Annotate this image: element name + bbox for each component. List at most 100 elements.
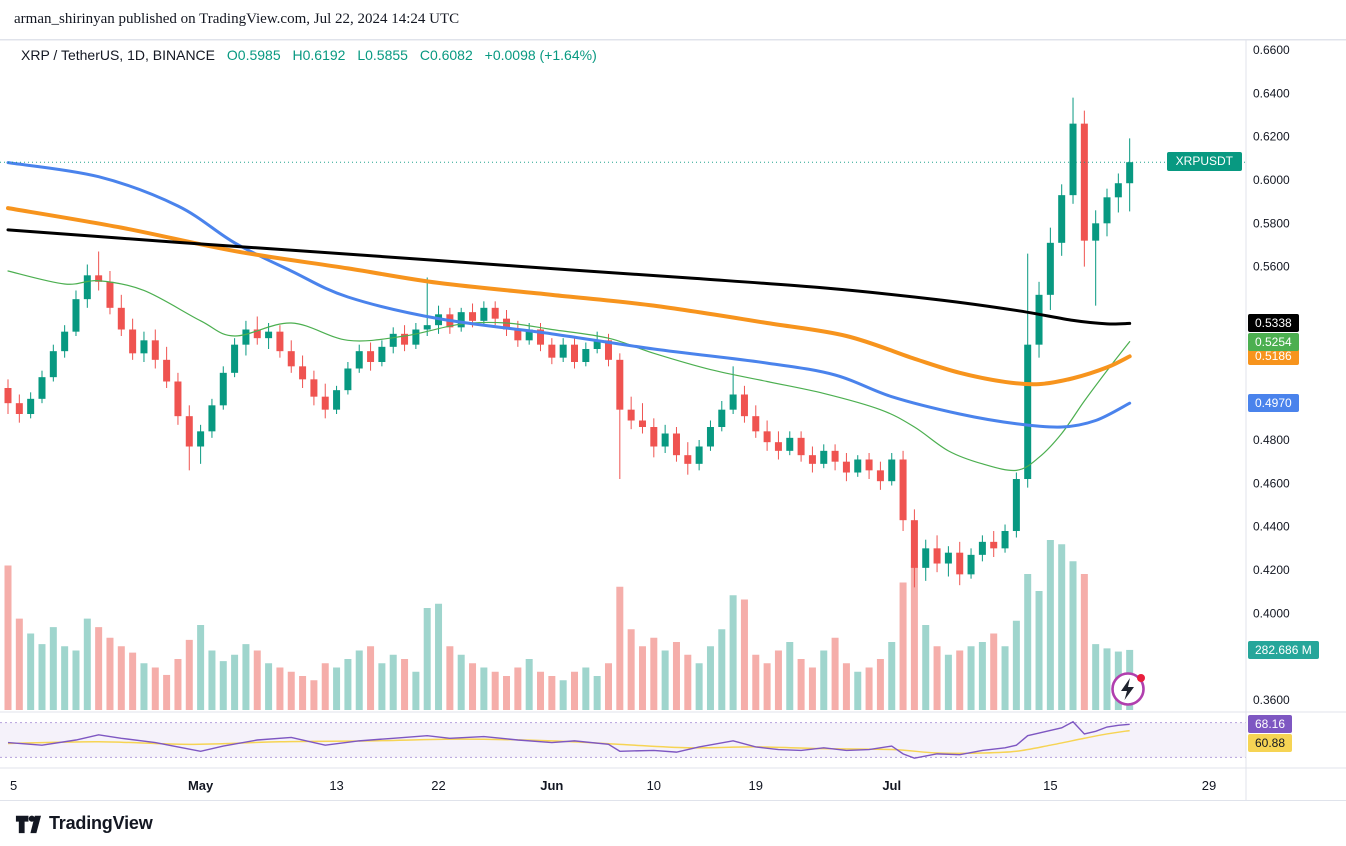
candle-body: [265, 331, 273, 339]
ohlc-low: L0.5855: [357, 47, 408, 63]
volume-bar: [514, 667, 522, 710]
price-axis-label: 0.6000: [1253, 173, 1290, 187]
volume-bar: [774, 650, 782, 710]
volume-bar: [140, 663, 148, 710]
volume-bar: [174, 659, 182, 710]
volume-bar: [355, 650, 363, 710]
volume-bar: [106, 637, 114, 710]
symbol-price-label: XRPUSDT: [1166, 152, 1242, 172]
volume-bar: [389, 654, 397, 710]
volume-bar: [208, 650, 216, 710]
volume-bar: [197, 625, 205, 710]
volume-bar: [15, 618, 23, 710]
symbol-legend[interactable]: XRP / TetherUS, 1D, BINANCE O0.5985 H0.6…: [21, 47, 597, 63]
candle-body: [537, 329, 545, 345]
candle-body: [1092, 223, 1100, 241]
candle-body: [333, 390, 341, 410]
volume-bar: [978, 642, 986, 710]
candle-body: [412, 329, 420, 345]
candle-body: [1046, 242, 1054, 295]
candle-body: [140, 340, 148, 354]
candle-body: [706, 427, 714, 447]
time-axis-label: 13: [329, 778, 343, 793]
attribution-bar: arman_shirinyan published on TradingView…: [0, 0, 1346, 40]
ohlc-high: H0.6192: [292, 47, 346, 63]
volume-bar: [321, 663, 329, 710]
volume-bar: [219, 661, 227, 710]
volume-bar: [1012, 620, 1020, 710]
volume-bar: [4, 565, 12, 710]
tradingview-logo-icon[interactable]: [14, 810, 41, 837]
symbol-title[interactable]: XRP / TetherUS, 1D, BINANCE: [21, 47, 215, 63]
volume-bar: [401, 659, 409, 710]
candle-body: [661, 433, 669, 447]
candle-body: [299, 366, 307, 380]
candle-body: [763, 431, 771, 443]
time-axis-label: 10: [647, 778, 661, 793]
volume-bar: [151, 667, 159, 710]
candle-body: [1114, 183, 1122, 198]
footer: TradingView: [0, 800, 1346, 846]
price-axis-label: 0.5800: [1253, 216, 1290, 230]
candle-body: [1001, 531, 1009, 549]
candle-body: [1035, 294, 1043, 345]
volume-bar: [910, 565, 918, 710]
volume-bar: [1001, 646, 1009, 710]
candle-body: [208, 405, 216, 432]
volume-bar: [423, 608, 431, 710]
volume-bar: [888, 642, 896, 710]
candle-body: [684, 455, 692, 464]
volume-bar: [808, 667, 816, 710]
candle-body: [1058, 195, 1066, 243]
lightning-badge-icon[interactable]: [1108, 668, 1150, 710]
candle-body: [242, 329, 250, 345]
candle-body: [423, 325, 431, 330]
brand-wordmark[interactable]: TradingView: [49, 813, 153, 833]
volume-bar: [129, 652, 137, 710]
candle-body: [548, 344, 556, 358]
candle-body: [27, 398, 35, 415]
candle-body: [457, 312, 465, 328]
candle-body: [355, 351, 363, 369]
price-axis-label: 0.4000: [1253, 606, 1290, 620]
volume-bar: [740, 599, 748, 710]
volume-bar: [446, 646, 454, 710]
volume-bar: [1092, 644, 1100, 710]
overlay-ma-100: [6, 206, 1132, 387]
volume-bar: [310, 680, 318, 710]
volume-bar: [831, 637, 839, 710]
volume-bar: [559, 680, 567, 710]
volume-bar: [593, 676, 601, 710]
ohlc-open: O0.5985: [226, 47, 281, 63]
volume-bar: [786, 642, 794, 710]
attribution-text: arman_shirinyan published on TradingView…: [14, 11, 460, 27]
time-axis-label: 19: [749, 778, 763, 793]
candle-body: [1012, 479, 1020, 532]
candle-body: [695, 446, 703, 464]
candle-body: [616, 359, 624, 410]
volume-bar: [672, 642, 680, 710]
candle-body: [956, 552, 964, 575]
volume-bar: [650, 637, 658, 710]
rsi-indicator: [7, 720, 1130, 759]
volume-bar: [820, 650, 828, 710]
candle-body: [1024, 344, 1032, 480]
candle-body: [378, 346, 386, 362]
candle-body: [604, 340, 612, 360]
price-axis-label: 0.4200: [1253, 563, 1290, 577]
candlestick-series: [4, 97, 1134, 588]
time-axis-label: 29: [1202, 778, 1216, 793]
volume-bar: [469, 663, 477, 710]
volume-bar: [956, 650, 964, 710]
price-axis-label: 0.6200: [1253, 130, 1290, 144]
volume-bar: [706, 646, 714, 710]
rsi-value-badge: 68.16: [1248, 715, 1293, 734]
candle-body: [219, 372, 227, 406]
volume-bar: [457, 654, 465, 710]
candle-body: [151, 340, 159, 360]
candle-body: [1126, 162, 1134, 184]
volume-bar: [752, 654, 760, 710]
volume-bar: [525, 659, 533, 710]
volume-bar: [242, 644, 250, 710]
